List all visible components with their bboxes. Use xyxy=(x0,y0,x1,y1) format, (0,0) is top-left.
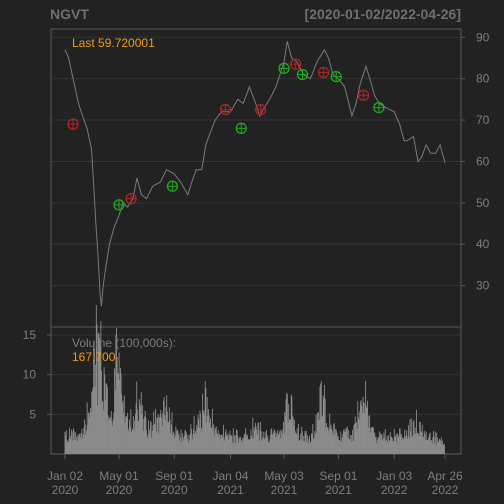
x-tick-label-month: May 03 xyxy=(264,469,304,483)
buy-signal-marker xyxy=(330,70,342,83)
price-tick-label: 30 xyxy=(476,279,490,293)
buy-signal-marker xyxy=(278,62,290,74)
buy-signal-marker xyxy=(235,122,247,134)
x-tick-label-month: Jan 02 xyxy=(47,469,83,483)
x-tick-label-month: Apr 26 xyxy=(427,469,463,483)
sell-signal-marker xyxy=(317,66,330,79)
volume-panel: 5 10 15 Volume (100,000s): 167,700 xyxy=(23,304,462,455)
sell-signal-marker xyxy=(219,104,232,116)
sell-signal-marker xyxy=(67,118,79,130)
x-tick-label-year: 2020 xyxy=(106,483,133,497)
price-tick-label: 60 xyxy=(476,154,490,168)
volume-tick-label: 10 xyxy=(23,368,37,382)
volume-y-ticks: 5 10 15 xyxy=(23,328,51,421)
price-tick-label: 80 xyxy=(476,72,490,86)
price-series-line xyxy=(64,41,446,307)
volume-tick-label: 5 xyxy=(29,407,36,421)
chart-date-range: [2020-01-02/2022-04-26] xyxy=(305,6,461,22)
volume-bars xyxy=(64,304,445,454)
x-tick-label-month: Jan 04 xyxy=(212,469,248,483)
x-tick-label-month: Sep 01 xyxy=(155,469,193,483)
volume-tick-label: 15 xyxy=(23,328,37,342)
x-tick-label-year: 2022 xyxy=(432,483,459,497)
volume-value: 167,700 xyxy=(72,350,116,364)
x-tick-label-year: 2021 xyxy=(325,483,352,497)
chart-symbol-title: NGVT xyxy=(50,6,89,22)
buy-signal-marker xyxy=(113,199,125,211)
sell-signal-marker xyxy=(357,89,370,101)
price-tick-label: 40 xyxy=(476,237,490,251)
x-tick-label-year: 2022 xyxy=(381,483,408,497)
x-tick-label-year: 2021 xyxy=(271,483,298,497)
buy-signal-marker xyxy=(166,180,179,192)
sell-signal-marker xyxy=(125,193,137,205)
price-tick-label: 70 xyxy=(476,113,490,127)
x-tick-label-month: May 01 xyxy=(99,469,139,483)
price-tick-label: 90 xyxy=(476,30,490,44)
price-y-ticks: 30 40 50 60 70 80 90 xyxy=(461,30,490,293)
signal-markers xyxy=(67,58,385,211)
x-tick-label-month: Jan 03 xyxy=(376,469,412,483)
price-panel: 30 40 50 60 70 80 90 Last 59.720001 xyxy=(50,28,490,328)
price-tick-label: 50 xyxy=(476,196,490,210)
price-grid xyxy=(52,36,460,287)
buy-signal-marker xyxy=(296,68,309,81)
buy-signal-marker xyxy=(373,101,385,114)
last-price-label: Last 59.720001 xyxy=(72,36,155,50)
sell-signal-marker xyxy=(254,104,267,116)
volume-label: Volume (100,000s): xyxy=(72,336,176,350)
x-tick-label-month: Sep 01 xyxy=(319,469,357,483)
x-tick-label-year: 2021 xyxy=(217,483,244,497)
x-tick-label-year: 2020 xyxy=(52,483,79,497)
x-tick-label-year: 2020 xyxy=(161,483,188,497)
sell-signal-marker xyxy=(290,58,302,70)
